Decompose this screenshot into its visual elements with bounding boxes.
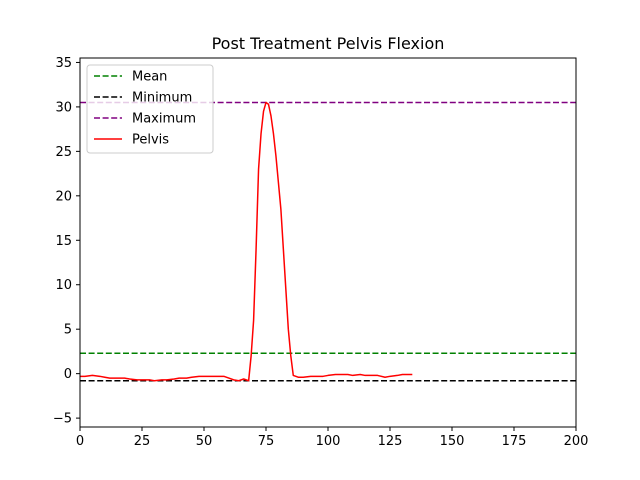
legend: Mean Minimum Maximum Pelvis — [86, 64, 214, 154]
y-tick-label: 35 — [55, 56, 72, 71]
y-tick-label: 15 — [55, 234, 72, 249]
y-axis: −5 0 5 10 15 20 25 30 35 — [53, 56, 80, 427]
x-tick-label: 0 — [76, 434, 84, 449]
x-tick-label: 175 — [502, 434, 527, 449]
legend-label-pelvis: Pelvis — [132, 133, 169, 148]
x-tick-label: 25 — [134, 434, 151, 449]
y-tick-label: 30 — [55, 100, 72, 115]
x-tick-label: 75 — [258, 434, 275, 449]
chart-title: Post Treatment Pelvis Flexion — [212, 34, 445, 53]
x-tick-label: 100 — [316, 434, 341, 449]
legend-label-maximum: Maximum — [132, 112, 196, 127]
x-tick-label: 150 — [440, 434, 465, 449]
x-tick-label: 200 — [564, 434, 589, 449]
legend-label-mean: Mean — [132, 70, 167, 85]
series-layer — [80, 101, 413, 382]
x-tick-label: 50 — [196, 434, 213, 449]
legend-label-minimum: Minimum — [132, 91, 192, 106]
legend-box — [86, 64, 214, 154]
x-axis: 0 25 50 75 100 125 150 175 200 — [76, 427, 589, 449]
y-tick-label: 0 — [64, 367, 72, 382]
y-tick-label: 5 — [64, 323, 72, 338]
x-tick-label: 125 — [378, 434, 403, 449]
series-line-pelvis — [80, 101, 413, 382]
y-tick-label: 25 — [55, 145, 72, 160]
y-tick-label: −5 — [53, 412, 72, 427]
y-tick-label: 20 — [55, 189, 72, 204]
y-tick-label: 10 — [55, 278, 72, 293]
